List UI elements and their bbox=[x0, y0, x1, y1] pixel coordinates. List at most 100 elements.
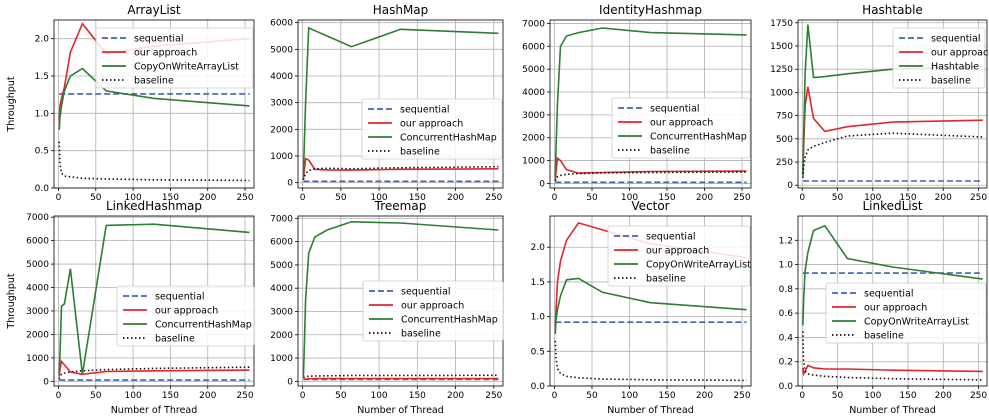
x-tick-label: 150 bbox=[409, 391, 426, 401]
legend-box bbox=[362, 280, 504, 342]
y-tick-label: 1.0 bbox=[35, 109, 50, 119]
legend-label: CopyOnWriteArrayList bbox=[134, 62, 239, 73]
series-line-our-approach bbox=[302, 157, 499, 179]
legend-label: our approach bbox=[401, 301, 464, 312]
x-tick-label: 0 bbox=[56, 391, 62, 401]
y-tick-label: 1000 bbox=[770, 88, 793, 98]
y-tick-label: 1.5 bbox=[531, 278, 545, 288]
subplot-treemap: Treemap 0 50 100 150 200 250 0 1000 2000 3000 4000 5… bbox=[270, 199, 504, 416]
legend-label: baseline bbox=[401, 329, 441, 340]
y-tick-label: 4000 bbox=[270, 72, 293, 82]
y-tick-label: 3000 bbox=[270, 99, 293, 109]
y-tick-label: 5000 bbox=[270, 45, 293, 55]
y-tick-label: 2.0 bbox=[35, 35, 50, 45]
legend-label: our approach bbox=[650, 118, 713, 129]
subplot-vector: Vector 0 50 100 150 200 250 0.0 0.5 1.0 1.5 2.0 Numb… bbox=[531, 199, 752, 416]
y-tick-label: 0.6 bbox=[779, 309, 794, 319]
legend: sequential our approach CopyOnWriteArrayLi… bbox=[825, 282, 987, 344]
legend-label: CopyOnWriteArrayList bbox=[864, 317, 969, 328]
legend-box bbox=[825, 282, 987, 344]
x-tick-label: 150 bbox=[409, 193, 426, 203]
plot-frame bbox=[797, 215, 988, 387]
y-tick-label: 1.2 bbox=[779, 236, 793, 246]
y-tick-label: 2.0 bbox=[531, 243, 546, 253]
series-line-hashtable bbox=[802, 24, 983, 176]
subplot-title: ArrayList bbox=[127, 3, 181, 17]
y-tick-label: 1.5 bbox=[35, 72, 49, 82]
y-tick-label: 0.0 bbox=[779, 382, 794, 392]
x-tick-label: 0 bbox=[552, 391, 558, 401]
x-axis-label: Number of Thread bbox=[357, 405, 444, 416]
subplot-arraylist: ArrayList 0 50 100 150 200 250 0.0 0.5 1.0 1.5 2.0 T… bbox=[6, 3, 255, 203]
subplot-hashtable: Hashtable 0 50 100 150 200 250 0 250 500 750 1000 12… bbox=[770, 3, 989, 203]
legend-label: baseline bbox=[650, 146, 690, 157]
x-tick-label: 200 bbox=[696, 193, 713, 203]
series-line-concurrenthashmap bbox=[302, 220, 499, 377]
legend-label: baseline bbox=[931, 76, 971, 87]
y-tick-label: 500 bbox=[776, 135, 793, 145]
y-tick-label: 0 bbox=[287, 377, 293, 387]
legend-label: sequential bbox=[650, 104, 700, 115]
series-line-our-approach bbox=[802, 364, 983, 377]
y-tick-label: 1250 bbox=[770, 65, 793, 75]
x-tick-label: 100 bbox=[370, 391, 387, 401]
x-tick-label: 200 bbox=[199, 193, 216, 203]
x-tick-label: 100 bbox=[621, 391, 638, 401]
y-axis-label: Throughput bbox=[6, 273, 17, 329]
legend-label: CopyOnWriteArrayList bbox=[646, 260, 751, 271]
x-tick-label: 100 bbox=[621, 193, 638, 203]
legend-box bbox=[611, 97, 751, 159]
y-tick-label: 750 bbox=[776, 112, 793, 122]
legend: sequential our approach Hashtable baseline bbox=[892, 27, 989, 89]
legend-label: sequential bbox=[931, 34, 981, 45]
x-tick-label: 200 bbox=[447, 391, 464, 401]
y-tick-label: 6000 bbox=[270, 238, 293, 248]
legend-label: baseline bbox=[155, 334, 195, 345]
x-tick-label: 200 bbox=[199, 391, 216, 401]
y-tick-label: 1000 bbox=[270, 354, 293, 364]
y-tick-label: 6000 bbox=[270, 19, 293, 29]
series-line-baseline bbox=[58, 141, 250, 182]
x-tick-label: 150 bbox=[162, 193, 179, 203]
legend-box bbox=[361, 98, 503, 160]
subplot-title: Hashtable bbox=[862, 3, 923, 17]
x-tick-label: 50 bbox=[335, 193, 347, 203]
x-tick-label: 150 bbox=[899, 391, 916, 401]
x-axis-label: Number of Thread bbox=[607, 405, 694, 416]
subplot-linkedlist: LinkedList 0 50 100 150 200 250 0.0 0.2 0.4 0.6 0.8… bbox=[779, 199, 988, 416]
x-tick-label: 200 bbox=[696, 391, 713, 401]
y-tick-label: 0.4 bbox=[779, 333, 794, 343]
y-tick-label: 0 bbox=[539, 179, 545, 189]
legend-label: sequential bbox=[864, 289, 914, 300]
x-tick-label: 100 bbox=[864, 193, 881, 203]
series-line-baseline bbox=[302, 165, 499, 181]
legend-label: sequential bbox=[400, 105, 450, 116]
legend: sequential our approach ConcurrentHashMap b… bbox=[116, 285, 255, 347]
legend-label: Hashtable bbox=[931, 62, 979, 73]
subplot-identityhashmap: IdentityHashmap 0 50 100 150 200 250 0 1000 2000 3… bbox=[522, 3, 752, 203]
legend: sequential our approach CopyOnWriteArrayLi… bbox=[607, 225, 751, 287]
x-tick-label: 100 bbox=[370, 193, 387, 203]
legend-label: ConcurrentHashMap bbox=[155, 320, 252, 331]
y-tick-label: 1000 bbox=[26, 354, 49, 364]
y-tick-label: 4000 bbox=[26, 284, 49, 294]
x-tick-label: 150 bbox=[658, 193, 675, 203]
series-line-baseline bbox=[802, 132, 983, 178]
subplot-title: IdentityHashmap bbox=[599, 3, 702, 17]
subplot-title: Vector bbox=[631, 199, 669, 213]
y-tick-label: 0.5 bbox=[35, 147, 49, 157]
plot-frame bbox=[53, 19, 255, 189]
y-tick-label: 0 bbox=[43, 377, 49, 387]
legend-label: sequential bbox=[401, 287, 451, 298]
y-tick-label: 0 bbox=[287, 179, 293, 189]
y-tick-label: 6000 bbox=[26, 237, 49, 247]
plot-frame bbox=[297, 19, 504, 189]
legend-label: sequential bbox=[646, 232, 696, 243]
x-tick-label: 150 bbox=[899, 193, 916, 203]
y-tick-label: 1.0 bbox=[779, 261, 794, 271]
x-axis-label: Number of Thread bbox=[111, 405, 198, 416]
y-tick-label: 7000 bbox=[522, 19, 545, 29]
subplot-hashmap: HashMap 0 50 100 150 200 250 0 1000 2000 3000 4000 5… bbox=[270, 3, 504, 203]
y-tick-label: 0.5 bbox=[531, 347, 545, 357]
